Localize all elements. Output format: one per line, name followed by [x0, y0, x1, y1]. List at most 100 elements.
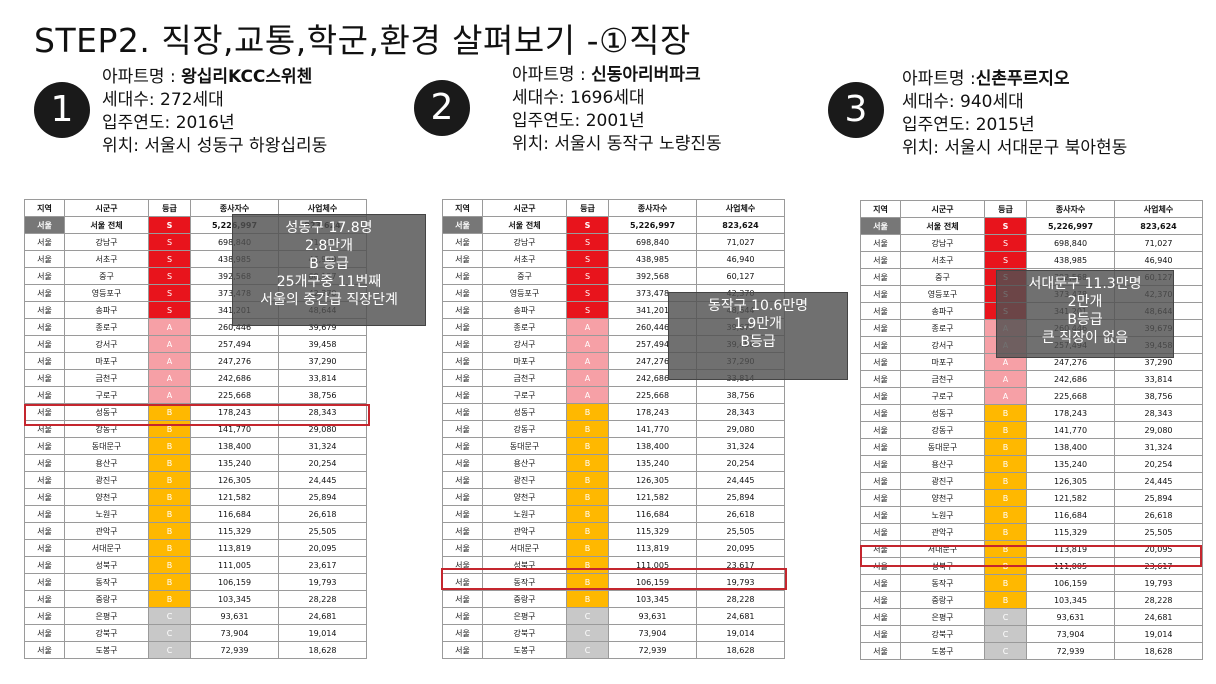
grade-cell: B — [984, 421, 1027, 439]
workers-cell: 438,985 — [608, 250, 697, 268]
region-cell: 서울 — [860, 506, 901, 524]
district-cell: 노원구 — [482, 505, 567, 523]
region-cell: 서울 — [24, 386, 65, 404]
district-cell: 금천구 — [482, 369, 567, 387]
column-header: 등급 — [148, 199, 191, 217]
district-cell: 구로구 — [900, 387, 985, 405]
businesses-cell: 38,756 — [696, 386, 785, 404]
workers-cell: 111,005 — [190, 556, 279, 574]
businesses-cell: 20,254 — [278, 454, 367, 472]
businesses-cell: 24,445 — [1114, 472, 1203, 490]
workers-cell: 138,400 — [608, 437, 697, 455]
table-row: 서울 동대문구 B 138,400 31,324 — [860, 438, 1203, 456]
employment-table-3: 지역 시군구 등급 종사자수 사업체수 서울 서울 전체 S 5,226,997 823,624 서… — [860, 200, 1203, 660]
column-header: 지역 — [24, 199, 65, 217]
grade-cell: B — [566, 590, 609, 608]
district-cell: 성동구 — [482, 403, 567, 421]
region-cell: 서울 — [442, 505, 483, 523]
region-cell: 서울 — [24, 301, 65, 319]
businesses-cell: 33,814 — [1114, 370, 1203, 388]
businesses-cell: 18,628 — [278, 641, 367, 659]
workers-cell: 257,494 — [190, 335, 279, 353]
district-cell: 마포구 — [64, 352, 149, 370]
district-cell: 마포구 — [900, 353, 985, 371]
region-cell: 서울 — [860, 455, 901, 473]
overlay-line: 2.8만개 — [304, 238, 354, 254]
workers-cell: 103,345 — [1026, 591, 1115, 609]
table-header-row: 지역 시군구 등급 종사자수 사업체수 — [860, 200, 1203, 218]
district-cell: 강남구 — [64, 233, 149, 251]
table-row: 서울 노원구 B 116,684 26,618 — [860, 506, 1203, 524]
overlay-line: 서대문구 11.3만명 — [1028, 276, 1142, 292]
businesses-cell: 46,940 — [696, 250, 785, 268]
move-in-year: 입주연도: 2001년 — [512, 111, 645, 131]
overlay-line: 25개구중 11번째 — [276, 274, 382, 290]
businesses-cell: 19,014 — [278, 624, 367, 642]
grade-cell: S — [148, 250, 191, 268]
grade-cell: C — [148, 641, 191, 659]
district-cell: 관악구 — [900, 523, 985, 541]
businesses-cell: 38,756 — [278, 386, 367, 404]
region-cell: 서울 — [860, 523, 901, 541]
table-row: 서울 노원구 B 116,684 26,618 — [442, 505, 785, 523]
workers-cell: 116,684 — [190, 505, 279, 523]
households: 세대수: 272세대 — [102, 90, 224, 110]
region-cell: 서울 — [860, 625, 901, 643]
table-row: 서울 관악구 B 115,329 25,505 — [24, 522, 367, 540]
region-cell: 서울 — [442, 216, 483, 234]
workers-cell: 178,243 — [608, 403, 697, 421]
businesses-cell: 20,095 — [696, 539, 785, 557]
grade-cell: B — [984, 523, 1027, 541]
grade-cell: B — [566, 488, 609, 506]
region-cell: 서울 — [24, 454, 65, 472]
column-header: 종사자수 — [1026, 200, 1115, 218]
district-cell: 동대문구 — [482, 437, 567, 455]
grade-cell: B — [984, 404, 1027, 422]
district-cell: 강남구 — [900, 234, 985, 252]
district-cell: 도봉구 — [64, 641, 149, 659]
table-row: 서울 도봉구 C 72,939 18,628 — [860, 642, 1203, 660]
grade-cell: B — [984, 438, 1027, 456]
grade-cell: B — [566, 420, 609, 438]
grade-cell: B — [566, 505, 609, 523]
region-cell: 서울 — [442, 420, 483, 438]
workers-cell: 115,329 — [1026, 523, 1115, 541]
workers-cell: 106,159 — [1026, 574, 1115, 592]
businesses-cell: 28,343 — [696, 403, 785, 421]
businesses-cell: 19,014 — [696, 624, 785, 642]
district-cell: 강서구 — [482, 335, 567, 353]
businesses-cell: 25,894 — [278, 488, 367, 506]
employment-table-2: 지역 시군구 등급 종사자수 사업체수 서울 서울 전체 S 5,226,997 823,624 서… — [442, 199, 785, 659]
apartment-info-2: 아파트명 : 신동아리버파크 세대수: 1696세대 입주연도: 2001년 위… — [512, 64, 722, 156]
workers-cell: 225,668 — [608, 386, 697, 404]
region-cell: 서울 — [442, 641, 483, 659]
grade-cell: S — [566, 216, 609, 234]
region-cell: 서울 — [860, 353, 901, 371]
name-label: 아파트명 : — [512, 65, 592, 85]
table-row: 서울 동작구 B 106,159 19,793 — [442, 573, 785, 591]
table-row: 서울 양천구 B 121,582 25,894 — [442, 488, 785, 506]
region-cell: 서울 — [442, 284, 483, 302]
region-cell: 서울 — [860, 574, 901, 592]
district-cell: 서초구 — [482, 250, 567, 268]
businesses-cell: 28,228 — [278, 590, 367, 608]
businesses-cell: 823,624 — [1114, 217, 1203, 235]
households: 세대수: 1696세대 — [512, 88, 645, 108]
region-cell: 서울 — [442, 522, 483, 540]
businesses-cell: 71,027 — [1114, 234, 1203, 252]
businesses-cell: 24,681 — [696, 607, 785, 625]
table-row: 서울 관악구 B 115,329 25,505 — [442, 522, 785, 540]
overlay-line: 1.9만개 — [733, 316, 783, 332]
region-cell: 서울 — [442, 590, 483, 608]
workers-cell: 72,939 — [608, 641, 697, 659]
region-cell: 서울 — [442, 454, 483, 472]
district-cell: 구로구 — [64, 386, 149, 404]
region-cell: 서울 — [442, 352, 483, 370]
district-cell: 양천구 — [64, 488, 149, 506]
businesses-cell: 71,027 — [696, 233, 785, 251]
grade-cell: B — [148, 437, 191, 455]
district-cell: 영등포구 — [482, 284, 567, 302]
overlay-line: 성동구 17.8명 — [285, 220, 373, 236]
